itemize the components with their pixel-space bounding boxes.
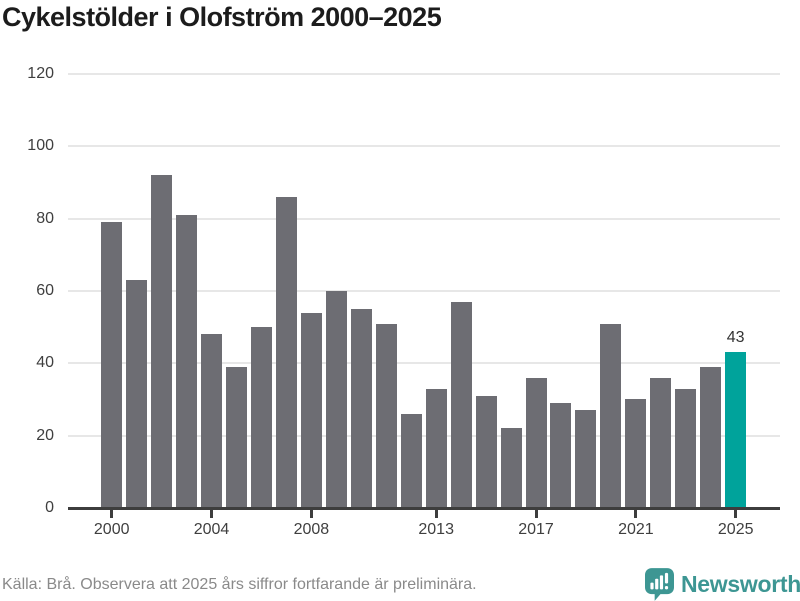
bar-2022 bbox=[650, 378, 672, 508]
y-axis-tick-label: 120 bbox=[27, 65, 54, 82]
bar-2002 bbox=[151, 175, 173, 508]
bar-2015 bbox=[475, 396, 497, 508]
bar-2019 bbox=[575, 410, 597, 508]
x-axis-tick-label: 2008 bbox=[293, 521, 330, 538]
x-axis-tick bbox=[309, 509, 313, 518]
bar-2021 bbox=[625, 399, 647, 508]
bar-2014 bbox=[450, 302, 472, 508]
bar-2025 bbox=[725, 352, 747, 508]
gridline bbox=[68, 362, 780, 365]
y-axis-tick-label: 20 bbox=[36, 426, 54, 444]
bar-2003 bbox=[176, 215, 198, 508]
bar-2000 bbox=[101, 222, 123, 508]
gridline bbox=[68, 145, 780, 148]
bar-value-label: 43 bbox=[726, 329, 745, 346]
bar-2004 bbox=[201, 334, 223, 508]
x-axis-tick-label: 2000 bbox=[93, 521, 130, 538]
bar-2001 bbox=[126, 280, 148, 508]
y-axis-tick-label: 80 bbox=[36, 209, 54, 227]
bar-2007 bbox=[275, 197, 297, 508]
bar-2023 bbox=[675, 389, 697, 508]
bar-2008 bbox=[300, 313, 322, 508]
y-axis-tick-label: 0 bbox=[45, 499, 54, 516]
x-axis-tick bbox=[534, 509, 538, 518]
chart-title: Cykelstölder i Olofström 2000–2025 bbox=[2, 2, 442, 32]
bar-2017 bbox=[525, 378, 547, 508]
bar-2013 bbox=[425, 389, 447, 508]
bar-2018 bbox=[550, 403, 572, 508]
y-axis-tick-label: 40 bbox=[36, 354, 54, 372]
x-axis-tick bbox=[634, 509, 638, 518]
brand-name: Newsworthy bbox=[681, 571, 800, 597]
newsworthy-logo-icon bbox=[645, 568, 674, 601]
x-axis-line bbox=[68, 507, 780, 510]
bar-2016 bbox=[500, 428, 522, 508]
x-axis-tick bbox=[110, 509, 114, 518]
x-axis-tick bbox=[434, 509, 438, 518]
x-axis-tick bbox=[734, 509, 738, 518]
gridline bbox=[68, 73, 780, 75]
x-axis-tick-label: 2021 bbox=[618, 521, 654, 538]
brand-logo: Newsworthy bbox=[645, 568, 800, 601]
bar-2009 bbox=[325, 291, 347, 508]
bar-2020 bbox=[600, 324, 622, 508]
bar-2011 bbox=[375, 324, 397, 508]
y-axis-tick-label: 100 bbox=[27, 137, 54, 155]
bar-2005 bbox=[226, 367, 247, 508]
x-axis-tick bbox=[210, 509, 214, 518]
x-axis-tick-label: 2025 bbox=[717, 521, 754, 538]
bar-2010 bbox=[350, 309, 372, 508]
bar-2024 bbox=[700, 367, 722, 508]
x-axis-tick-label: 2017 bbox=[518, 521, 554, 538]
source-note: Källa: Brå. Observera att 2025 års siffr… bbox=[2, 576, 477, 593]
bar-2006 bbox=[250, 327, 272, 508]
bar-2012 bbox=[400, 414, 422, 508]
x-axis-tick-label: 2004 bbox=[193, 521, 230, 538]
gridline bbox=[68, 217, 780, 220]
gridline bbox=[68, 290, 780, 292]
x-axis-tick-label: 2013 bbox=[418, 521, 454, 538]
gridline bbox=[68, 434, 780, 437]
y-axis-tick-label: 60 bbox=[36, 282, 54, 299]
